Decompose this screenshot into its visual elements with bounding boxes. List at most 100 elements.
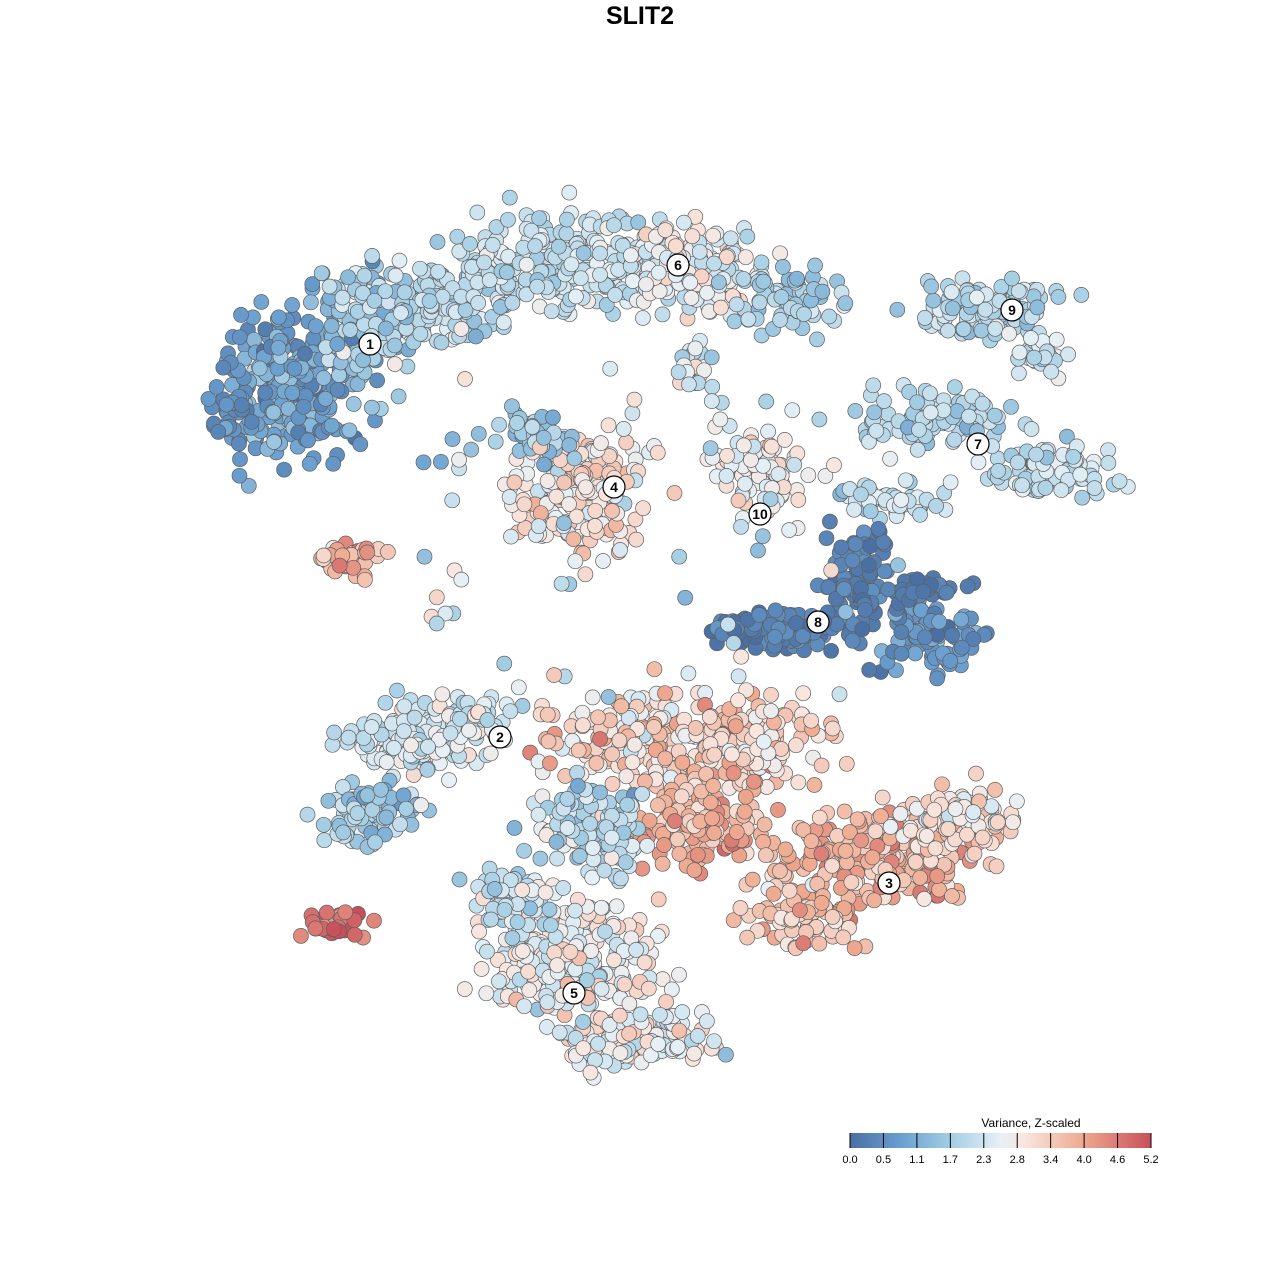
scatter-point [639,837,656,854]
scatter-point [315,816,332,833]
scatter-point [763,438,780,455]
scatter-point [893,492,910,508]
scatter-point [846,501,862,518]
scatter-point [231,467,248,484]
scatter-point [699,284,715,301]
cluster-label-5: 5 [562,981,586,1005]
scatter-point [974,395,991,412]
scatter-point [555,880,572,896]
scatter-point [654,855,671,872]
scatter-point [473,961,490,977]
scatter-point [444,431,461,447]
scatter-point [461,722,477,739]
scatter-point [705,778,721,794]
scatter-point [683,290,700,306]
scatter-point [334,289,351,306]
scatter-point [366,912,382,929]
scatter-point [597,923,613,940]
scatter-point [551,1024,568,1041]
scatter-point [550,238,567,255]
scatter-point [926,801,943,818]
scatter-point [329,336,346,352]
scatter-point [736,803,753,820]
scatter-point [366,292,383,309]
scatter-point [686,1045,702,1062]
scatter-point [646,719,662,735]
scatter-point [349,805,366,821]
scatter-point [739,228,756,245]
scatter-point [615,421,632,437]
scatter-point [646,661,663,678]
scatter-point [940,322,956,339]
scatter-point [823,642,839,659]
scatter-point [988,858,1005,875]
scatter-point [587,502,604,519]
scatter-point [947,801,964,817]
scatter-point [795,685,812,702]
scatter-point [837,843,854,859]
scatter-point [592,266,608,283]
scatter-point [1043,363,1059,380]
scatter-point [300,432,316,449]
scatter-point [280,400,297,417]
scatter-point [720,616,736,633]
scatter-point [755,733,772,750]
scatter-point [233,397,250,413]
scatter-point [542,755,558,772]
scatter-point [561,184,578,201]
scatter-point [529,278,546,295]
scatter-point [270,339,287,356]
scatter-point [1023,330,1039,346]
scatter-point [604,776,621,792]
scatter-point [929,670,945,687]
scatter-point [548,834,565,850]
scatter-point [916,629,933,646]
scatter-point [504,398,520,415]
scatter-point [853,832,870,849]
scatter-point [754,528,771,545]
scatter-point [240,477,257,494]
scatter-point [457,371,473,387]
scatter-point [684,228,701,245]
scatter-point [510,679,527,696]
scatter-point [823,562,840,579]
scatter-point [541,901,558,918]
scatter-point [326,724,342,741]
scatter-point [710,274,727,291]
scatter-point [570,742,587,759]
scatter-point [315,547,332,564]
scatter-point [396,284,413,301]
scatter-point [666,813,683,829]
colorbar-legend: Variance, Z-scaled 0.0 0.5 1.1 1.7 2.3 2.8 3.4… [842,1116,1158,1166]
scatter-point [959,578,976,595]
scatter-point [704,378,721,395]
scatter-point [969,289,985,306]
scatter-point [284,297,300,313]
scatter-point [657,685,673,702]
scatter-point [616,976,633,993]
scatter-point [215,359,232,376]
scatter-point [909,394,925,411]
scatter-point [772,312,788,328]
scatter-point [1011,344,1028,361]
scatter-point [340,269,356,286]
scatter-point [613,698,630,714]
scatter-point [942,653,959,669]
scatter-point [380,544,396,560]
scatter-points [200,184,1136,1086]
scatter-point [373,781,389,798]
scatter-point [916,891,933,907]
scatter-point [549,957,566,974]
scatter-point [781,522,798,538]
scatter-point [927,840,944,857]
scatter-point [705,227,721,244]
scatter-point [831,686,848,703]
scatter-point [627,511,644,528]
scatter-point [570,778,586,794]
scatter-point [527,238,543,254]
cluster-label-8: 8 [806,610,830,634]
scatter-point [824,720,841,737]
scatter-point [413,797,429,813]
scatter-point [786,456,803,473]
scatter-point [813,757,830,774]
